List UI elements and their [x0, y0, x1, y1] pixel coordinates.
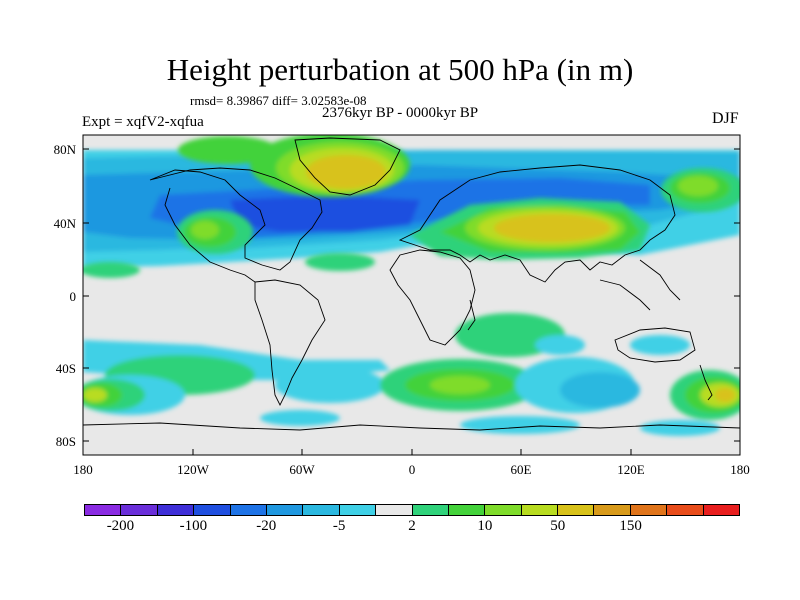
lon-label: 120E — [617, 462, 645, 477]
colorbar-swatch — [412, 505, 449, 515]
colorbar-swatch — [594, 505, 631, 515]
colorbar-label: -100 — [179, 518, 208, 534]
north-pacific-positive-anomaly — [661, 168, 740, 212]
colorbar-swatch — [303, 505, 340, 515]
lon-tick-marks — [82, 449, 741, 455]
lat-label: 0 — [70, 289, 77, 304]
colorbar-swatch — [558, 505, 595, 515]
colorbar-swatch — [121, 505, 158, 515]
colorbar-label: -5 — [332, 518, 346, 534]
north-america-positive-anomaly — [177, 210, 253, 254]
colorbar-swatch — [194, 505, 231, 515]
lon-label: 120W — [177, 462, 210, 477]
colorbar-swatch — [521, 505, 559, 515]
colorbar-label: -20 — [256, 518, 277, 534]
eurasia-positive-anomaly — [410, 198, 650, 260]
colorbar-label: 2 — [408, 518, 416, 534]
colorbar-swatch — [157, 505, 195, 515]
colorbar-label: 150 — [619, 518, 642, 534]
colorbar-swatch — [485, 505, 522, 515]
sh-anomalies — [83, 340, 740, 436]
lat-label: 80S — [56, 434, 76, 449]
contour-field — [83, 135, 740, 455]
stats-label: rmsd= 8.39867 diff= 3.02583e-08 — [190, 93, 367, 108]
season-label: DJF — [712, 110, 739, 127]
colorbar-swatch — [630, 505, 668, 515]
colorbar-swatch — [703, 505, 740, 515]
colorbar-swatch — [448, 505, 486, 515]
lat-label: 40S — [56, 361, 76, 376]
lon-label: 60E — [511, 462, 532, 477]
map-title: Height perturbation at 500 hPa (in m) — [166, 52, 634, 87]
colorbar-label: -200 — [106, 518, 135, 534]
lon-label: 180 — [730, 462, 750, 477]
colorbar-swatch — [266, 505, 304, 515]
colorbar-swatch — [667, 505, 704, 515]
colorbar-swatch — [230, 505, 267, 515]
lat-label: 40N — [54, 216, 77, 231]
colorbar-swatch — [376, 505, 413, 515]
lon-axis-labels: 180 120W 60W 0 60E 120E 180 — [73, 462, 750, 477]
greenland-positive-anomaly — [178, 135, 410, 197]
experiment-label: Expt = xqfV2-xqfua — [82, 114, 204, 130]
colorbar-swatch — [339, 505, 377, 515]
colorbar-swatch — [85, 505, 122, 515]
lon-label: 180 — [73, 462, 93, 477]
coastlines — [83, 137, 740, 431]
colorbar-label: 10 — [477, 518, 493, 534]
subtropical-anomalies — [83, 253, 690, 357]
colorbar — [84, 504, 740, 516]
period-label: 2376kyr BP - 0000kyr BP — [322, 105, 479, 121]
lat-tick-marks — [83, 148, 740, 442]
lon-label: 60W — [289, 462, 315, 477]
lat-axis-labels: 80N 40N 0 40S 80S — [54, 142, 77, 449]
lon-label: 0 — [409, 462, 416, 477]
colorbar-label: 50 — [550, 518, 566, 534]
lat-label: 80N — [54, 142, 77, 157]
